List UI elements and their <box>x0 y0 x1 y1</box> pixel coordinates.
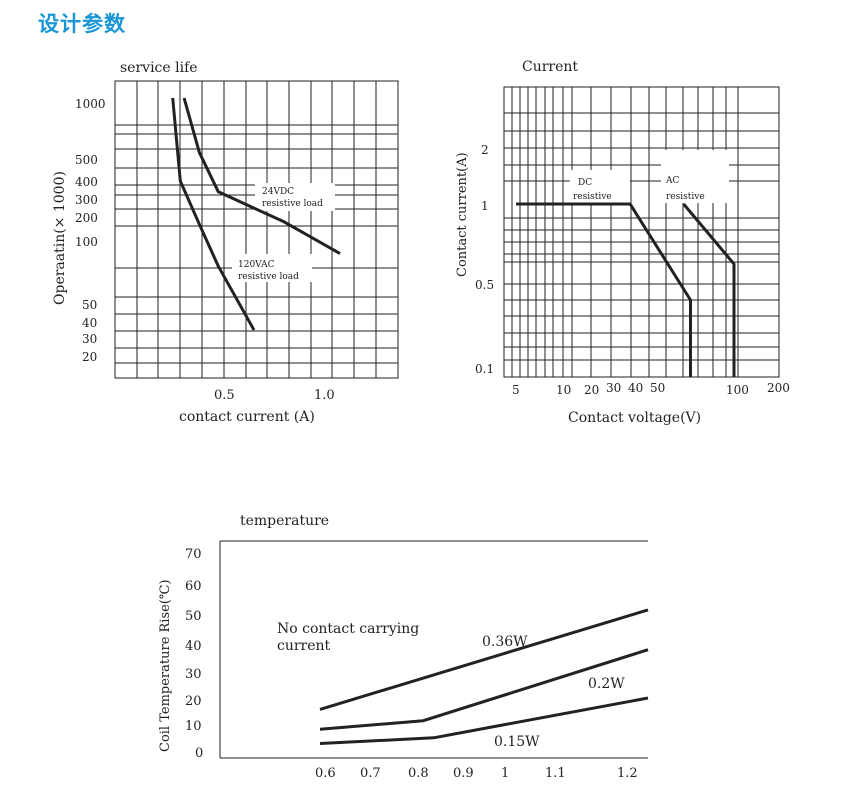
current-xtick: 200 <box>767 381 790 395</box>
dc-resistive-label: DC <box>578 178 592 188</box>
current-ylabel: Contact current(A) <box>455 152 470 277</box>
service-life-series-line-2 <box>171 97 256 331</box>
service-life-xtick: 1.0 <box>314 388 335 403</box>
service-life-grid <box>114 80 399 379</box>
service-life-ytick: 400 <box>75 175 98 189</box>
current-ytick: 0.5 <box>475 278 494 292</box>
temperature-title: temperature <box>240 513 329 529</box>
no-contact-note: No contact carrying <box>277 621 419 637</box>
series-label-036w: 0.36W <box>482 634 528 650</box>
series-label-015w: 0.15W <box>494 734 540 750</box>
temperature-series-line-2 <box>319 648 649 731</box>
ac-resistive-label: resistive <box>666 192 705 202</box>
service-life-series-line-1 <box>182 97 341 255</box>
service-life-ylabel: Operaatin(× 1000) <box>52 171 68 305</box>
current-xlabel: Contact voltage(V) <box>568 410 701 426</box>
temperature-ytick: 30 <box>185 667 202 682</box>
temperature-ytick: 0 <box>195 746 203 761</box>
temperature-ylabel: Coil Temperature Rise(℃) <box>158 579 173 752</box>
current-xtick: 50 <box>650 381 665 395</box>
service-life-ytick: 1000 <box>75 97 106 111</box>
temperature-xtick: 1 <box>501 766 509 781</box>
current-ytick: 2 <box>481 143 489 157</box>
service-life-xlabel: contact current (A) <box>179 409 315 425</box>
service-life-ytick: 50 <box>82 298 97 312</box>
temperature-xtick: 0.9 <box>453 766 474 781</box>
current-series-line-1 <box>516 202 692 377</box>
service-life-ytick: 500 <box>75 153 98 167</box>
temperature-ytick: 70 <box>185 547 202 562</box>
temperature-xtick: 0.7 <box>360 766 381 781</box>
service-life-ytick: 30 <box>82 332 97 346</box>
current-xtick: 5 <box>512 383 520 397</box>
service-life-ytick: 200 <box>75 211 98 225</box>
ac-resistive-label: AC <box>665 176 679 186</box>
ac-load-label: 120VAC <box>238 260 275 270</box>
temperature-xtick: 0.8 <box>408 766 429 781</box>
dc-resistive-label: resistive <box>573 192 612 202</box>
current-grid <box>503 86 780 378</box>
ac-load-label: resistive load <box>238 272 299 282</box>
current-ytick: 0.1 <box>475 362 494 376</box>
temperature-series-line-1 <box>319 608 649 711</box>
temperature-xtick: 0.6 <box>315 766 336 781</box>
series-label-02w: 0.2W <box>588 676 625 692</box>
temperature-series-line-3 <box>319 696 649 745</box>
service-life-title: service life <box>120 60 198 76</box>
current-title: Current <box>522 59 578 75</box>
service-life-ytick: 300 <box>75 193 98 207</box>
service-life-xtick: 0.5 <box>214 388 235 403</box>
temperature-ytick: 20 <box>185 694 202 709</box>
current-xtick: 20 <box>584 383 599 397</box>
current-xtick: 100 <box>726 383 749 397</box>
service-life-ytick: 100 <box>75 235 98 249</box>
current-xtick: 10 <box>556 383 571 397</box>
temperature-ytick: 60 <box>185 579 202 594</box>
current-ytick: 1 <box>481 199 489 213</box>
temperature-xtick: 1.2 <box>617 766 638 781</box>
service-life-ytick: 20 <box>82 350 97 364</box>
no-contact-note: current <box>277 638 331 654</box>
page-heading: 设计参数 <box>38 12 126 36</box>
temperature-ytick: 50 <box>185 609 202 624</box>
temperature-ytick: 40 <box>185 639 202 654</box>
dc-load-label: resistive load <box>262 199 323 209</box>
current-xtick: 30 <box>606 381 621 395</box>
current-series-line-2 <box>682 203 736 377</box>
temperature-xtick: 1.1 <box>545 766 566 781</box>
service-life-ytick: 40 <box>82 316 97 330</box>
dc-load-label: 24VDC <box>262 187 294 197</box>
current-xtick: 40 <box>628 381 643 395</box>
temperature-ytick: 10 <box>185 719 202 734</box>
